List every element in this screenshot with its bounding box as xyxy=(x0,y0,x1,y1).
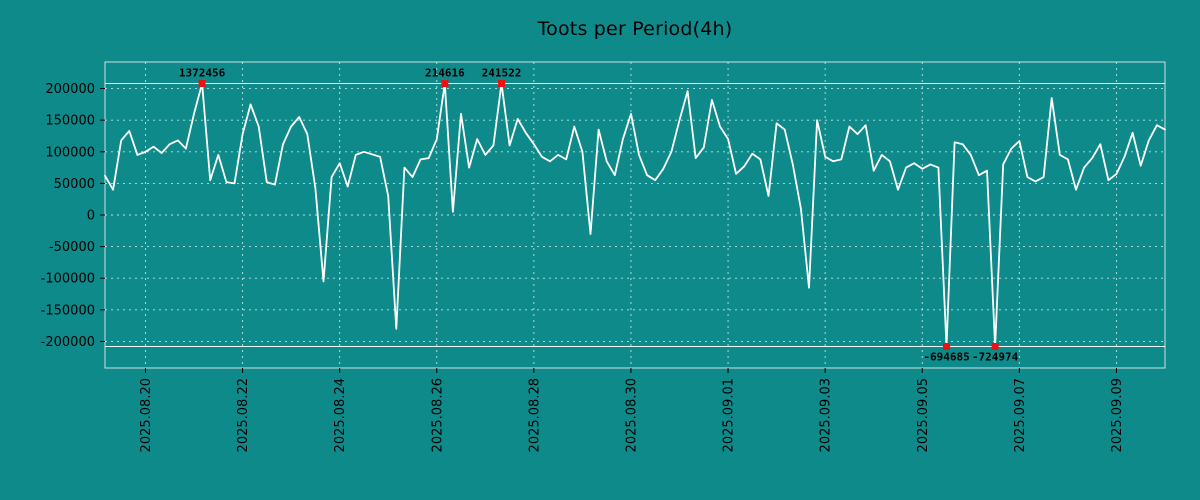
y-tick-label: 100000 xyxy=(45,145,95,160)
clipped-value-label: 1372456 xyxy=(179,66,226,79)
x-tick-label: 2025.08.30 xyxy=(624,378,639,452)
x-tick-label: 2025.08.22 xyxy=(236,378,251,452)
chart-title: Toots per Period(4h) xyxy=(537,18,733,40)
data-line xyxy=(104,82,1166,348)
x-tick-label: 2025.09.09 xyxy=(1110,378,1125,452)
y-tick-label: 200000 xyxy=(45,82,95,97)
x-tick-label: 2025.09.07 xyxy=(1013,378,1028,452)
y-tick-label: -150000 xyxy=(41,303,95,318)
clipped-value-label: -724974 xyxy=(972,351,1019,364)
clipped-value-label: 214616 xyxy=(425,66,465,79)
x-tick-label: 2025.08.28 xyxy=(527,378,542,452)
x-tick-label: 2025.09.01 xyxy=(722,378,737,452)
clipped-value-marker xyxy=(198,79,206,87)
y-tick-label: -100000 xyxy=(41,272,95,287)
x-tick-label: 2025.09.03 xyxy=(819,378,834,452)
x-tick-label: 2025.08.20 xyxy=(139,378,154,452)
x-tick-label: 2025.08.26 xyxy=(430,378,445,452)
y-tick-label: -50000 xyxy=(49,240,95,255)
x-tick-label: 2025.08.24 xyxy=(333,378,348,452)
clipped-value-label: -694685 xyxy=(923,351,969,364)
clipped-value-marker xyxy=(441,79,449,87)
clipped-value-label: 241522 xyxy=(482,66,522,79)
clipped-value-marker xyxy=(991,343,999,351)
y-tick-label: 150000 xyxy=(45,114,95,129)
clipped-value-marker xyxy=(943,343,951,351)
y-tick-label: 0 xyxy=(87,209,95,224)
x-tick-label: 2025.09.05 xyxy=(916,378,931,452)
clipped-value-marker xyxy=(497,79,505,87)
y-tick-label: 50000 xyxy=(54,177,95,192)
y-tick-label: -200000 xyxy=(41,335,95,350)
